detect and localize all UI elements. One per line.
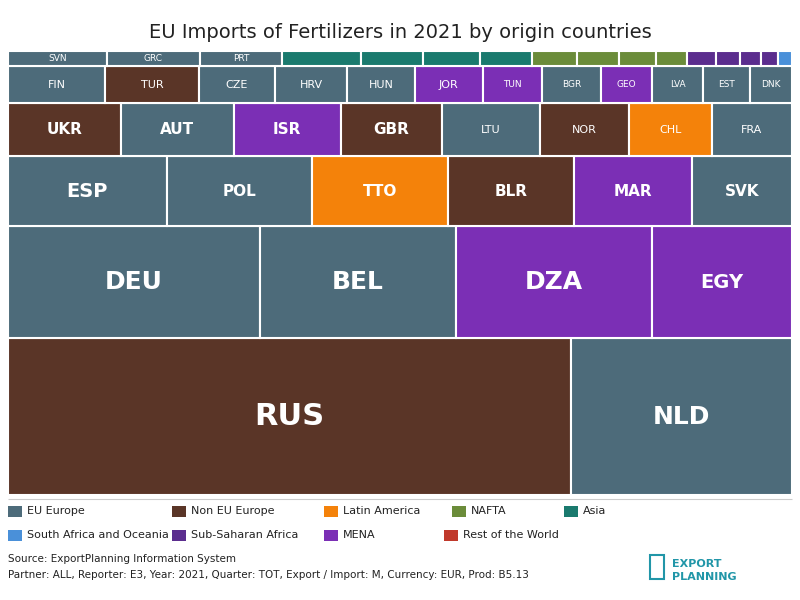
Bar — [778, 51, 792, 66]
Text: DEU: DEU — [105, 270, 163, 294]
Text: Non EU Europe: Non EU Europe — [191, 506, 274, 516]
Bar — [422, 51, 481, 66]
Bar — [542, 66, 602, 103]
Text: DZA: DZA — [525, 270, 583, 294]
Bar — [716, 51, 741, 66]
Bar — [275, 66, 347, 103]
Bar — [234, 103, 341, 157]
Text: ESP: ESP — [66, 182, 108, 200]
Text: Partner: ALL, Reporter: E3, Year: 2021, Quarter: TOT, Export / Import: M, Curren: Partner: ALL, Reporter: E3, Year: 2021, … — [8, 570, 529, 580]
Bar — [107, 51, 200, 66]
Text: GRC: GRC — [144, 54, 163, 63]
Bar — [750, 66, 792, 103]
Bar — [578, 51, 618, 66]
Bar — [347, 66, 415, 103]
Text: EU Europe: EU Europe — [27, 506, 85, 516]
Text: EGY: EGY — [701, 272, 743, 292]
Bar — [8, 51, 107, 66]
Text: POL: POL — [222, 184, 256, 199]
Bar — [341, 103, 442, 157]
Text: Asia: Asia — [583, 506, 606, 516]
Text: Rest of the World: Rest of the World — [463, 530, 559, 540]
Bar — [361, 51, 422, 66]
Bar — [312, 157, 447, 226]
Bar — [686, 51, 716, 66]
Text: NLD: NLD — [653, 404, 710, 428]
Text: HRV: HRV — [299, 80, 322, 90]
Text: EXPORT: EXPORT — [672, 559, 722, 569]
Text: HUN: HUN — [369, 80, 394, 90]
Bar — [741, 51, 761, 66]
Text: EST: EST — [718, 80, 734, 89]
Bar — [121, 103, 234, 157]
Bar — [652, 66, 703, 103]
Text: MENA: MENA — [343, 530, 376, 540]
Text: CZE: CZE — [226, 80, 248, 90]
Text: Latin America: Latin America — [343, 506, 421, 516]
Text: SVN: SVN — [48, 54, 67, 63]
Bar — [415, 66, 482, 103]
Bar — [761, 51, 778, 66]
Text: LTU: LTU — [481, 125, 500, 135]
Bar — [539, 103, 629, 157]
Text: EU Imports of Fertilizers in 2021 by origin countries: EU Imports of Fertilizers in 2021 by ori… — [149, 23, 651, 43]
Bar — [260, 226, 456, 338]
Text: RUS: RUS — [254, 402, 325, 431]
Text: AUT: AUT — [160, 122, 194, 137]
Text: BLR: BLR — [494, 184, 527, 199]
Text: BEL: BEL — [332, 270, 384, 294]
Text: PRT: PRT — [233, 54, 250, 63]
Bar — [166, 157, 312, 226]
Text: PLANNING: PLANNING — [672, 572, 737, 582]
Bar — [8, 66, 106, 103]
Bar — [571, 338, 792, 495]
Text: SVK: SVK — [725, 184, 759, 199]
Bar — [456, 226, 652, 338]
Bar — [447, 157, 574, 226]
Bar — [532, 51, 578, 66]
Bar — [703, 66, 750, 103]
Bar — [106, 66, 198, 103]
Text: NOR: NOR — [572, 125, 597, 135]
Bar — [442, 103, 539, 157]
Text: LVA: LVA — [670, 80, 686, 89]
Text: TUN: TUN — [503, 80, 522, 89]
Text: MAR: MAR — [614, 184, 653, 199]
Text: Source: ExportPlanning Information System: Source: ExportPlanning Information Syste… — [8, 554, 236, 564]
Bar — [692, 157, 792, 226]
Bar — [650, 555, 664, 579]
Text: TUR: TUR — [141, 80, 163, 90]
Bar — [8, 103, 121, 157]
Text: Sub-Saharan Africa: Sub-Saharan Africa — [191, 530, 298, 540]
Text: JOR: JOR — [439, 80, 458, 90]
Bar — [200, 51, 282, 66]
Text: DNK: DNK — [761, 80, 781, 89]
Bar — [8, 157, 166, 226]
Bar — [482, 66, 542, 103]
Bar — [8, 338, 571, 495]
Text: BGR: BGR — [562, 80, 582, 89]
Text: ISR: ISR — [273, 122, 302, 137]
Bar — [481, 51, 532, 66]
Text: FRA: FRA — [742, 125, 762, 135]
Bar — [629, 103, 712, 157]
Text: NAFTA: NAFTA — [471, 506, 507, 516]
Bar — [574, 157, 692, 226]
Text: South Africa and Oceania: South Africa and Oceania — [27, 530, 169, 540]
Text: CHL: CHL — [659, 125, 682, 135]
Text: GBR: GBR — [373, 122, 409, 137]
Text: GEO: GEO — [617, 80, 637, 89]
Text: TTO: TTO — [362, 184, 397, 199]
Bar — [8, 226, 260, 338]
Bar — [712, 103, 792, 157]
Bar — [198, 66, 275, 103]
Bar — [618, 51, 656, 66]
Bar — [656, 51, 686, 66]
Text: UKR: UKR — [46, 122, 82, 137]
Bar — [602, 66, 652, 103]
Bar — [282, 51, 361, 66]
Text: FIN: FIN — [48, 80, 66, 90]
Bar — [652, 226, 792, 338]
